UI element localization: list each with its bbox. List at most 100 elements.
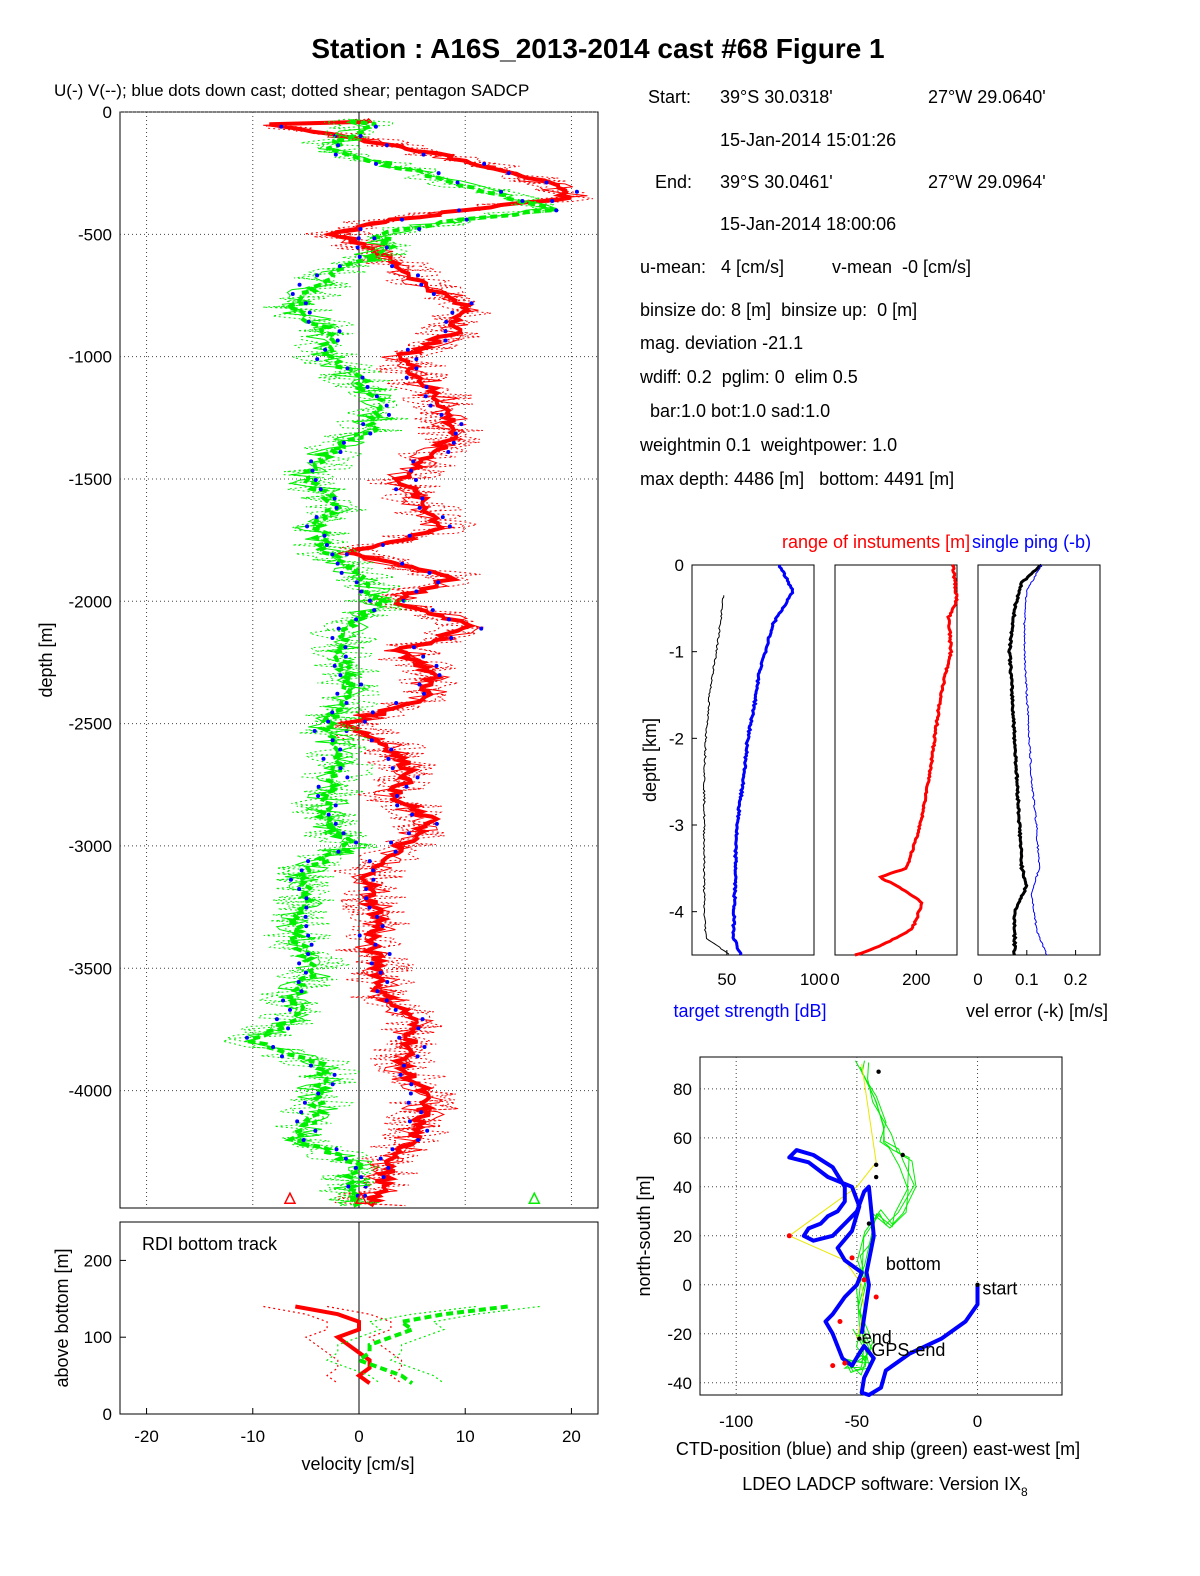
y-tick-label: 80 (673, 1080, 692, 1099)
downcast-dot (414, 366, 419, 371)
downcast-dot (373, 124, 378, 129)
x-tick-label: 20 (562, 1427, 581, 1446)
downcast-dot (364, 896, 369, 901)
x-tick-label: -50 (845, 1412, 870, 1431)
annotation-gps-end: GPS-end (871, 1340, 945, 1360)
software-version-footer: LDEO LADCP software: Version IX8 (742, 1474, 1028, 1499)
downcast-dot (428, 403, 433, 408)
downcast-dot (425, 1128, 430, 1133)
downcast-dot (430, 608, 435, 613)
x-tick-label: 100 (800, 970, 828, 989)
downcast-dot (409, 1082, 414, 1087)
small-panels-ylabel: depth [km] (640, 718, 660, 802)
downcast-dot (459, 422, 464, 427)
downcast-dot (309, 459, 314, 464)
downcast-dot (423, 394, 428, 399)
v-envelope-line (225, 118, 560, 1206)
downcast-dot (415, 775, 420, 780)
downcast-dot (306, 933, 311, 938)
ctd-marker (849, 1255, 855, 1261)
downcast-dot (397, 1035, 402, 1040)
bottom-track-title: RDI bottom track (142, 1234, 278, 1254)
downcast-dot (354, 840, 359, 845)
panel-profile-line (731, 564, 795, 956)
downcast-dot (439, 412, 444, 417)
downcast-dot (410, 812, 415, 817)
downcast-dot (310, 468, 315, 473)
y-tick-label: -1500 (69, 470, 112, 489)
y-tick-label: 0 (103, 103, 112, 122)
downcast-dot (356, 236, 361, 241)
sadcp-marker (354, 1191, 368, 1204)
info-line-maxdepth: max depth: 4486 [m] bottom: 4491 [m] (640, 469, 954, 489)
panel-profile-line (1022, 564, 1048, 956)
bt-profile-line (354, 1304, 508, 1385)
downcast-dot (421, 691, 426, 696)
downcast-dot (406, 831, 411, 836)
downcast-dot (323, 347, 328, 352)
panel-profile-line (854, 564, 959, 957)
downcast-dot (393, 1007, 398, 1012)
annotation-start: start (982, 1279, 1017, 1299)
ctd-marker (861, 1277, 867, 1283)
downcast-dot (386, 756, 391, 761)
v-mean: v-mean -0 [cm/s] (832, 257, 971, 277)
downcast-dot (384, 245, 389, 250)
downcast-dot (302, 1100, 307, 1105)
downcast-dot (281, 998, 286, 1003)
downcast-dot (337, 264, 342, 269)
downcast-dot (416, 1137, 421, 1142)
downcast-dot (308, 1063, 313, 1068)
downcast-dot (335, 691, 340, 696)
downcast-dot (357, 933, 362, 938)
downcast-dot (332, 663, 337, 668)
downcast-dot (304, 924, 309, 929)
downcast-dot (338, 766, 343, 771)
downcast-dot (334, 505, 339, 510)
x-tick-label: 0.2 (1064, 970, 1088, 989)
x-tick-label: 0 (830, 970, 839, 989)
x-tick-label: -20 (134, 1427, 159, 1446)
downcast-dot (574, 189, 579, 194)
downcast-dot (345, 775, 350, 780)
downcast-dot (333, 152, 338, 157)
bt-envelope-line (263, 1305, 339, 1384)
downcast-dot (316, 1091, 321, 1096)
downcast-dot (344, 701, 349, 706)
downcast-dot (336, 849, 341, 854)
downcast-dot (406, 1100, 411, 1105)
u-mean: u-mean: 4 [cm/s] (640, 257, 784, 277)
downcast-dot (385, 979, 390, 984)
annotation-bottom: bottom (886, 1254, 941, 1274)
downcast-dot (333, 821, 338, 826)
downcast-dot (369, 961, 374, 966)
downcast-dot (415, 273, 420, 278)
ship-track-line (843, 1060, 915, 1369)
downcast-dot (404, 784, 409, 789)
downcast-dot (389, 747, 394, 752)
y-tick-label: 20 (673, 1227, 692, 1246)
downcast-dot (387, 952, 392, 957)
info-line-weights: bar:1.0 bot:1.0 sad:1.0 (640, 401, 830, 421)
ping-panel-title: single ping (-b) (972, 532, 1091, 552)
downcast-dot (389, 840, 394, 845)
y-tick-label: -40 (667, 1374, 692, 1393)
downcast-dot (457, 208, 462, 213)
downcast-dot (393, 849, 398, 854)
downcast-dot (446, 450, 451, 455)
downcast-dot (305, 524, 310, 529)
downcast-dot (405, 347, 410, 352)
start-time: 15-Jan-2014 15:01:26 (720, 130, 896, 150)
downcast-dot (304, 896, 309, 901)
downcast-dot (274, 1017, 279, 1022)
end-longitude: 27°W 29.0964' (928, 172, 1046, 192)
x-tick-label: 0 (973, 1412, 982, 1431)
downcast-dot (375, 914, 380, 919)
downcast-dot (422, 1045, 427, 1050)
downcast-dot (290, 292, 295, 297)
downcast-dot (400, 561, 405, 566)
ctd-marker (786, 1233, 792, 1239)
x-tick-label: 0.1 (1015, 970, 1039, 989)
downcast-dot (371, 877, 376, 882)
